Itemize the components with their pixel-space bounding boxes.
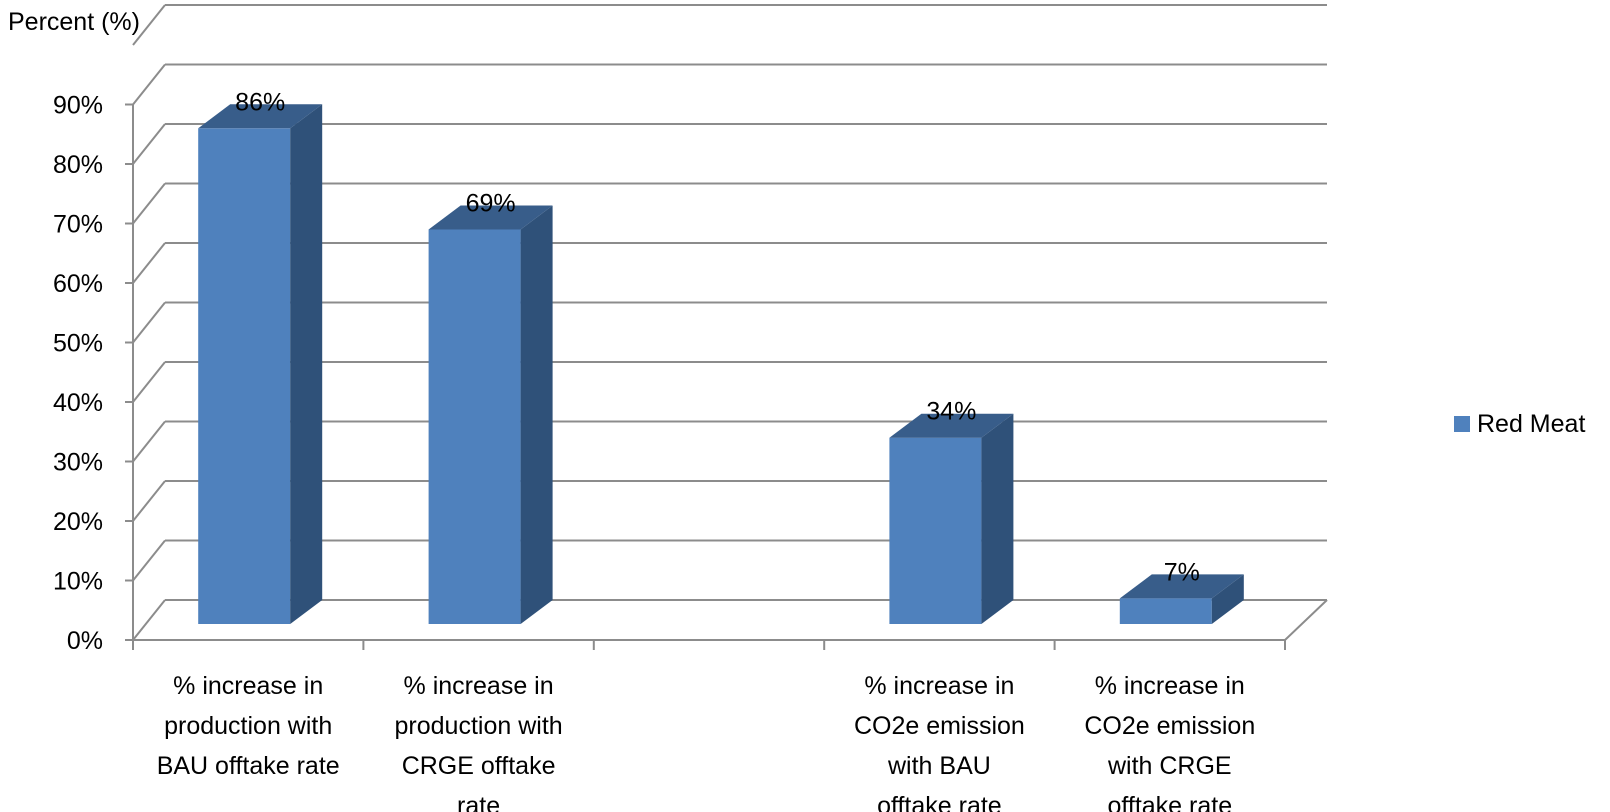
floor-right-edge — [1284, 599, 1328, 641]
legend-label-red-meat: Red Meat — [1477, 410, 1585, 438]
grid-diagonal — [132, 242, 166, 284]
x-tick-label: offtake rate — [877, 792, 1002, 812]
bar-top — [198, 104, 323, 129]
y-axis-label: Percent (%) — [8, 8, 140, 36]
bar-front — [889, 437, 982, 624]
data-label: 34% — [926, 398, 976, 426]
data-label: 69% — [466, 189, 516, 217]
y-tick-label: 0% — [67, 627, 103, 655]
bar-side — [520, 205, 553, 624]
bar-front — [428, 229, 521, 624]
y-tick-label: 30% — [53, 449, 103, 477]
x-tick-label: CO2e emission — [854, 712, 1025, 740]
grid-diagonal — [132, 63, 166, 106]
bar-side — [290, 104, 323, 625]
x-tick-label: production with — [395, 712, 563, 740]
x-tick-label: with BAU — [887, 752, 991, 780]
x-tick-label: % increase in — [864, 672, 1014, 700]
bar-side — [981, 413, 1014, 624]
grid-lines — [132, 4, 1327, 641]
x-tick-label: CO2e emission — [1084, 712, 1255, 740]
data-label: 7% — [1164, 558, 1200, 586]
bar-top — [428, 205, 553, 230]
y-tick-label: 60% — [53, 270, 103, 298]
bars — [198, 104, 1244, 625]
grid-diagonal — [132, 4, 166, 46]
grid-diagonal — [132, 361, 166, 403]
x-tick-label: BAU offtake rate — [157, 752, 340, 780]
grid-diagonal — [132, 123, 166, 165]
x-tick-label: % increase in — [404, 672, 554, 700]
y-tick-label: 70% — [53, 211, 103, 239]
x-tick-label: with CRGE — [1107, 752, 1232, 780]
x-tick-label: production with — [164, 712, 332, 740]
y-tick-label: 40% — [53, 389, 103, 417]
bar-front — [1119, 598, 1212, 624]
y-tick-labels: 0% 10% 20% 30% 40% 50% 60% 70% 80% 90% — [53, 92, 133, 655]
x-tick-label: % increase in — [173, 672, 323, 700]
grid-diagonal — [132, 182, 166, 225]
axes — [132, 104, 1328, 650]
bar-side — [1211, 574, 1244, 624]
y-tick-label: 50% — [53, 330, 103, 358]
y-tick-label: 20% — [53, 508, 103, 536]
grid-diagonal — [132, 301, 166, 344]
legend: Red Meat — [1454, 410, 1585, 438]
x-tick-label: % increase in — [1095, 672, 1245, 700]
data-labels: 86% 69% 34% 7% — [235, 88, 1200, 586]
bar-top — [1119, 574, 1244, 599]
x-tick-label: CRGE offtake — [402, 752, 556, 780]
y-tick-label: 10% — [53, 568, 103, 596]
x-tick-label: rate — [457, 792, 500, 812]
grid-diagonal — [132, 599, 166, 641]
x-tick-labels: % increase in production with BAU offtake … — [157, 672, 1256, 812]
x-tick-label: offtake rate — [1107, 792, 1232, 812]
bar-front — [198, 128, 291, 625]
legend-swatch — [1454, 416, 1470, 432]
grid-diagonal — [132, 420, 166, 463]
grid-diagonal — [132, 480, 166, 522]
y-tick-label: 80% — [53, 151, 103, 179]
data-label: 86% — [235, 88, 285, 116]
grid-diagonal — [132, 539, 166, 582]
y-tick-label: 90% — [53, 92, 103, 120]
bar-top — [889, 413, 1014, 438]
